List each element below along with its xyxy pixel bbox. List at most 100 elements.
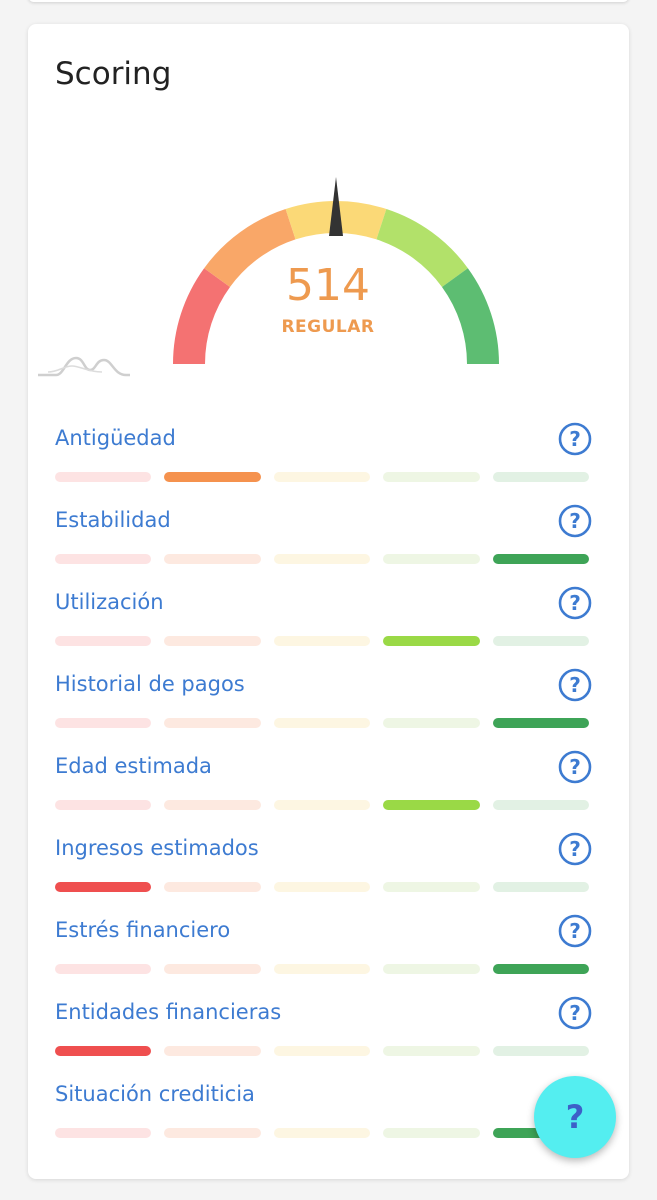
scoring-card: Scoring 514 REGULAR Antigüedad ? Estabil…	[28, 24, 629, 1179]
question-circle-icon[interactable]: ?	[558, 586, 592, 620]
level-bar-active	[383, 800, 480, 810]
level-bar	[55, 964, 152, 974]
level-bar	[492, 800, 590, 810]
level-bar	[273, 964, 371, 974]
factor-row-antiguedad: Antigüedad ?	[55, 420, 595, 502]
question-circle-icon[interactable]: ?	[558, 422, 592, 456]
factor-level-bars	[55, 554, 590, 564]
level-bar-active	[164, 472, 261, 482]
help-fab-button[interactable]: ?	[534, 1076, 616, 1158]
level-bar	[164, 718, 261, 728]
factor-level-bars	[55, 964, 590, 974]
level-bar	[383, 554, 480, 564]
question-circle-icon[interactable]: ?	[558, 832, 592, 866]
factor-row-entidades-financieras: Entidades financieras ?	[55, 994, 595, 1076]
factor-label: Historial de pagos	[55, 672, 245, 696]
factor-level-bars	[55, 636, 590, 646]
level-bar	[492, 636, 590, 646]
factor-label: Ingresos estimados	[55, 836, 259, 860]
factor-level-bars	[55, 718, 590, 728]
question-circle-icon[interactable]: ?	[558, 914, 592, 948]
level-bar-active	[492, 964, 590, 974]
question-circle-icon[interactable]: ?	[558, 996, 592, 1030]
level-bar	[55, 554, 152, 564]
score-rating-label: REGULAR	[281, 317, 375, 337]
level-bar-active	[55, 882, 152, 892]
level-bar	[273, 1128, 371, 1138]
level-bar	[55, 636, 152, 646]
level-bar	[273, 718, 371, 728]
level-bar	[383, 882, 480, 892]
score-gauge	[173, 177, 499, 365]
level-bar	[164, 1128, 261, 1138]
level-bar	[383, 964, 480, 974]
level-bar	[164, 636, 261, 646]
factor-level-bars	[55, 1128, 590, 1138]
factor-label: Estabilidad	[55, 508, 171, 532]
factor-label: Utilización	[55, 590, 164, 614]
factor-row-historial-de-pagos: Historial de pagos ?	[55, 666, 595, 748]
gauge-segment-orange	[204, 208, 296, 288]
factor-label: Edad estimada	[55, 754, 212, 778]
factor-row-estres-financiero: Estrés financiero ?	[55, 912, 595, 994]
factor-row-edad-estimada: Edad estimada ?	[55, 748, 595, 830]
level-bar	[383, 718, 480, 728]
factor-level-bars	[55, 800, 590, 810]
factor-label: Entidades financieras	[55, 1000, 282, 1024]
factor-list: Antigüedad ? Estabilidad ? Utilización ?…	[55, 420, 595, 1158]
svg-text:?: ?	[569, 1001, 581, 1025]
level-bar	[273, 636, 371, 646]
level-bar	[273, 1046, 371, 1056]
factor-label: Estrés financiero	[55, 918, 231, 942]
factor-row-situacion-crediticia: Situación crediticia	[55, 1076, 595, 1158]
level-bar	[55, 472, 152, 482]
level-bar	[492, 1046, 590, 1056]
level-bar	[383, 472, 480, 482]
factor-level-bars	[55, 1046, 590, 1056]
svg-text:?: ?	[569, 755, 581, 779]
level-bar	[273, 800, 371, 810]
level-bar	[55, 800, 152, 810]
gauge-segment-lightgreen	[376, 208, 468, 288]
gauge-segment-green	[441, 268, 499, 365]
gauge-segment-red	[173, 268, 231, 365]
card-title: Scoring	[55, 56, 172, 92]
level-bar	[492, 472, 590, 482]
level-bar	[164, 554, 261, 564]
level-bar	[55, 1128, 152, 1138]
level-bar	[164, 800, 261, 810]
svg-text:?: ?	[569, 919, 581, 943]
level-bar	[273, 472, 371, 482]
score-value: 514	[286, 260, 370, 311]
factor-label: Situación crediticia	[55, 1082, 255, 1106]
svg-text:?: ?	[569, 427, 581, 451]
level-bar	[492, 882, 590, 892]
svg-text:?: ?	[569, 591, 581, 615]
level-bar	[273, 554, 371, 564]
level-bar	[383, 1046, 480, 1056]
level-bar	[383, 1128, 480, 1138]
question-circle-icon[interactable]: ?	[558, 668, 592, 702]
factor-row-utilizacion: Utilización ?	[55, 584, 595, 666]
level-bar-active	[383, 636, 480, 646]
question-circle-icon[interactable]: ?	[558, 750, 592, 784]
brand-logo-icon	[38, 356, 130, 377]
svg-text:?: ?	[569, 837, 581, 861]
factor-level-bars	[55, 472, 590, 482]
level-bar	[164, 1046, 261, 1056]
factor-level-bars	[55, 882, 590, 892]
level-bar-active	[492, 554, 590, 564]
factor-label: Antigüedad	[55, 426, 176, 450]
level-bar-active	[492, 718, 590, 728]
svg-text:?: ?	[569, 509, 581, 533]
factor-row-ingresos-estimados: Ingresos estimados ?	[55, 830, 595, 912]
previous-card-edge	[28, 0, 629, 2]
svg-text:?: ?	[569, 673, 581, 697]
gauge-needle	[329, 177, 343, 236]
question-circle-icon[interactable]: ?	[558, 504, 592, 538]
level-bar	[55, 718, 152, 728]
factor-row-estabilidad: Estabilidad ?	[55, 502, 595, 584]
level-bar	[273, 882, 371, 892]
level-bar	[164, 964, 261, 974]
level-bar-active	[55, 1046, 152, 1056]
